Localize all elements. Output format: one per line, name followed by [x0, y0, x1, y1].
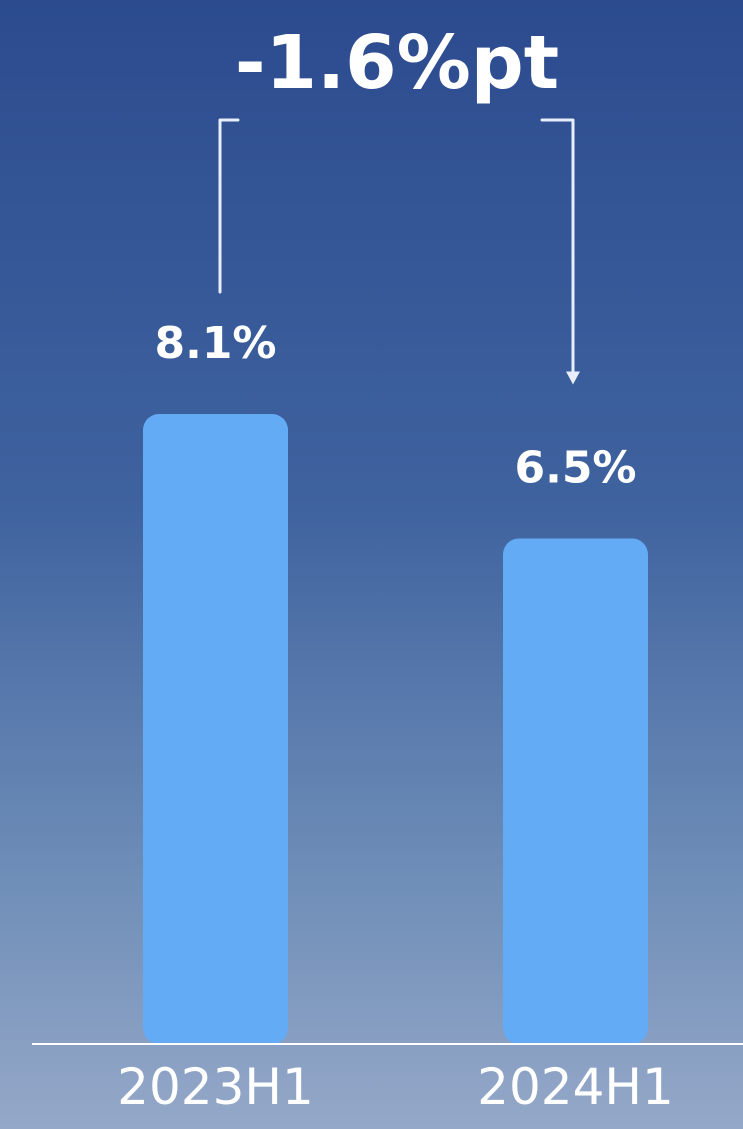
bar-2024h1 [503, 538, 648, 1044]
change-annotation: -1.6%pt [235, 20, 559, 106]
down-arrow-icon [566, 371, 580, 385]
value-label-2024h1: 6.5% [514, 442, 636, 493]
category-label-2023h1: 2023H1 [117, 1058, 314, 1116]
change-connector-line [218, 118, 575, 382]
category-label-2024h1: 2024H1 [477, 1058, 674, 1116]
value-label-2023h1: 8.1% [154, 318, 276, 369]
bar-2023h1 [143, 414, 288, 1044]
